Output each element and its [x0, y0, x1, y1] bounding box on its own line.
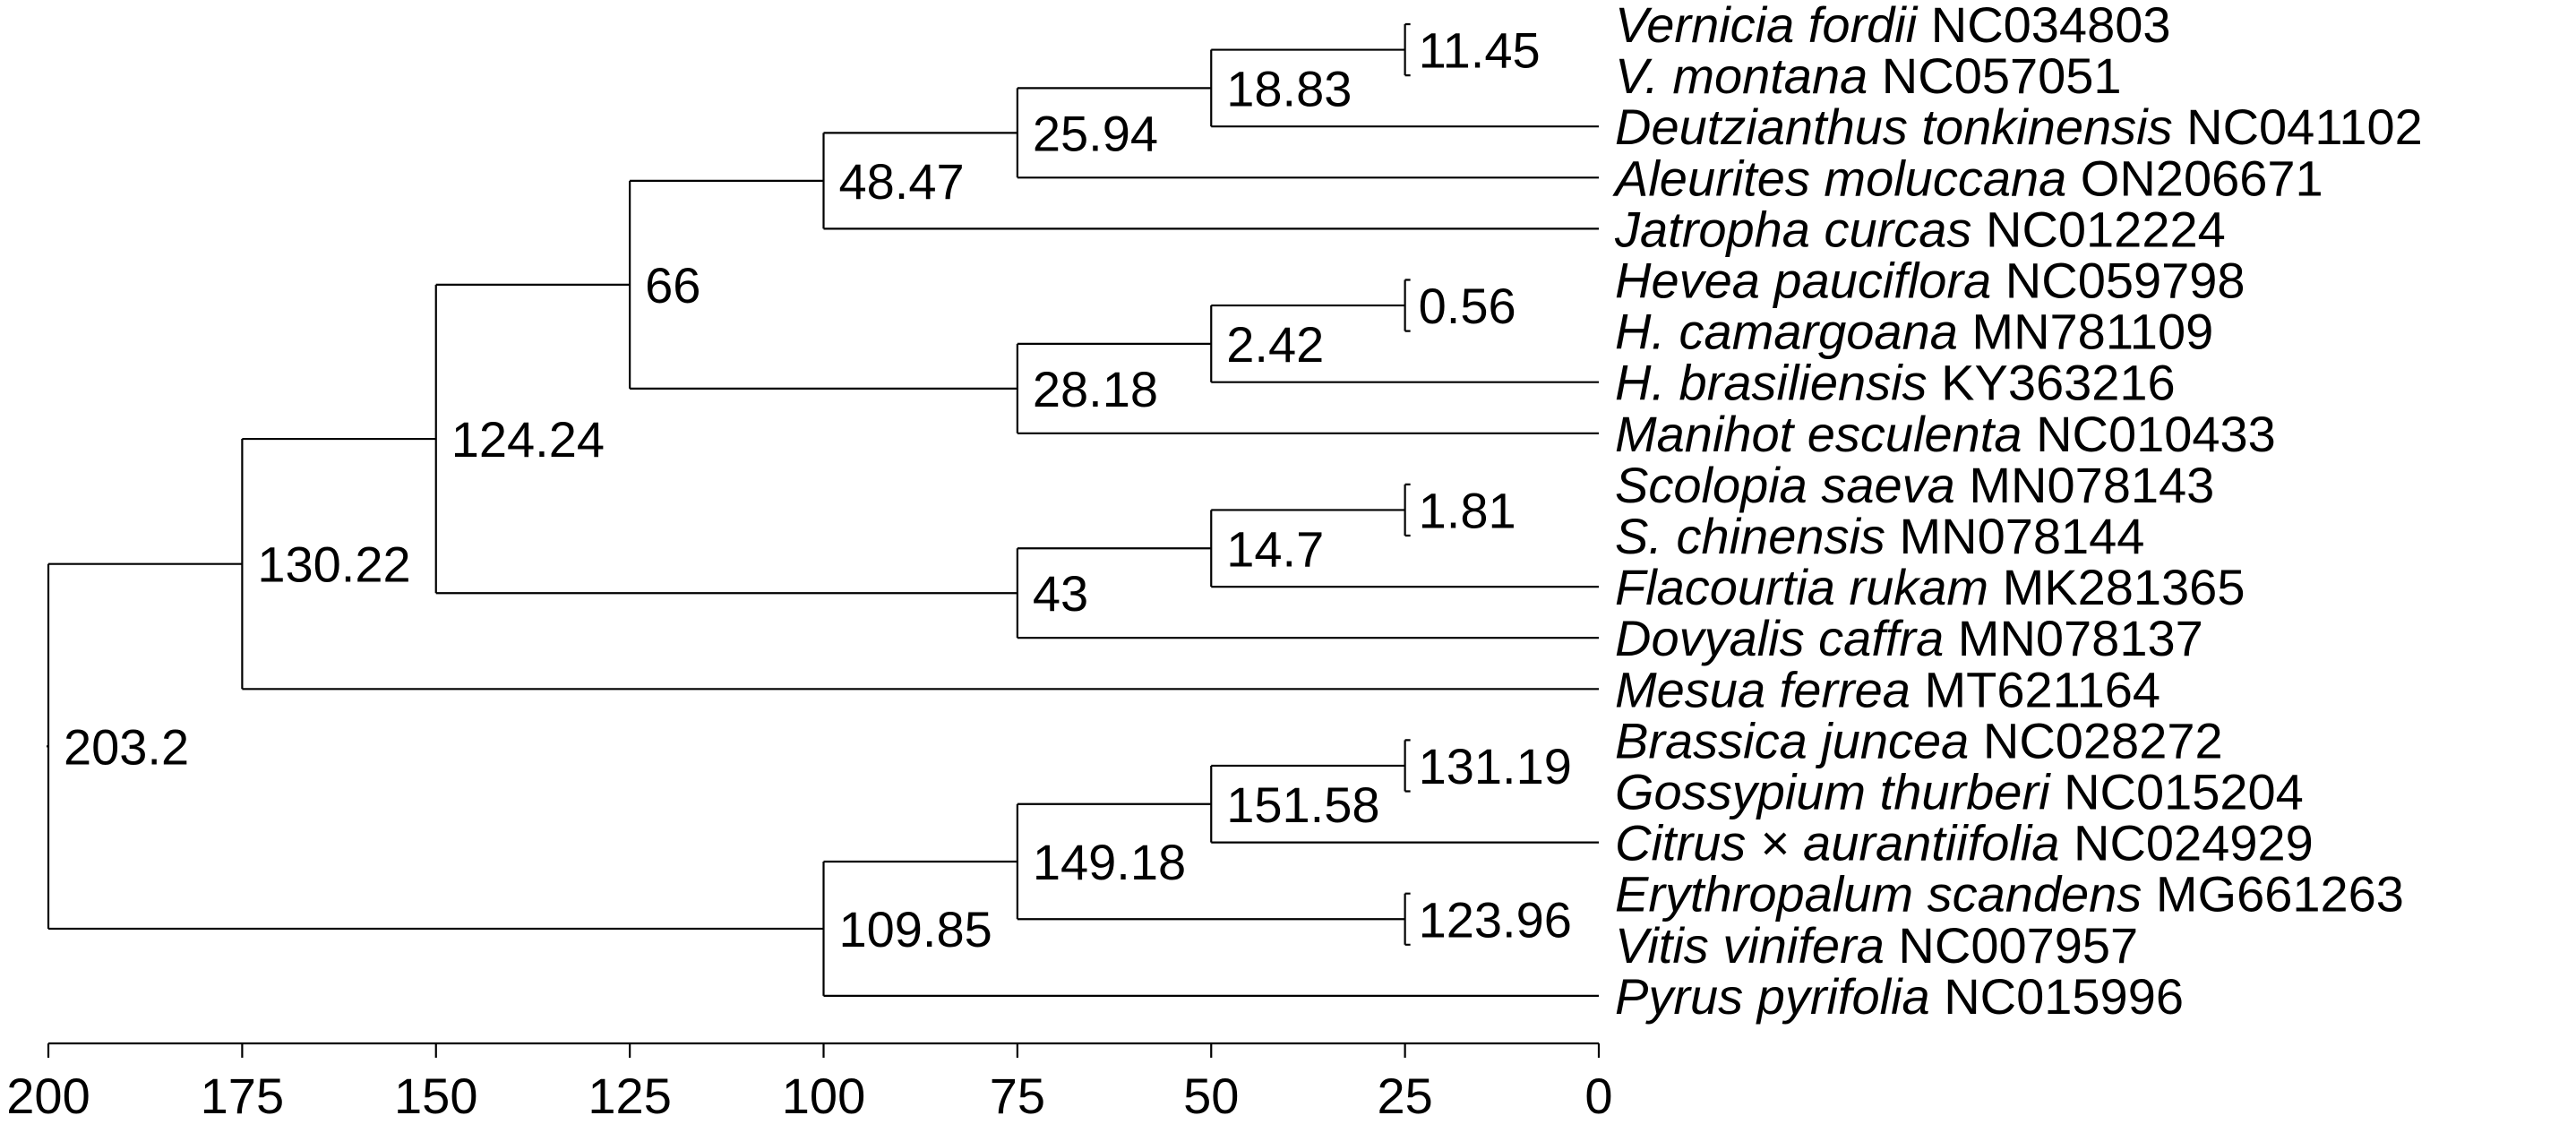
taxon-accession: NC041102: [2173, 99, 2423, 155]
taxon-label: Hevea pauciflora NC059798: [1615, 253, 2245, 309]
taxon-label: Erythropalum scandens MG661263: [1615, 866, 2404, 922]
taxon-label: Citrus × aurantiifolia NC024929: [1615, 815, 2314, 871]
axis-tick-label: 175: [201, 1068, 284, 1124]
taxon-accession: NC057051: [1868, 47, 2121, 104]
taxon-accession: MN078137: [1944, 610, 2203, 666]
taxon-accession: NC015996: [1930, 968, 2184, 1025]
axis-tick-label: 25: [1377, 1068, 1432, 1124]
node-age-label: 18.83: [1226, 60, 1352, 116]
taxon-species-name: Flacourtia rukam: [1615, 559, 1988, 615]
taxon-accession: ON206671: [2066, 150, 2323, 206]
taxon-accession: MN781109: [1958, 304, 2213, 360]
taxon-species-name: H. camargoana: [1615, 304, 1958, 360]
axis-tick-label: 125: [588, 1068, 671, 1124]
taxon-species-name: Vernicia fordii: [1615, 0, 1919, 53]
taxon-species-name: H. brasiliensis: [1615, 355, 1928, 411]
axis-tick-label: 50: [1183, 1068, 1239, 1124]
axis-tick-label: 150: [394, 1068, 477, 1124]
node-age-label: 43: [1033, 565, 1088, 622]
node-age-label: 48.47: [839, 153, 965, 210]
taxon-accession: NC024929: [2059, 815, 2313, 871]
node-label-backdrop: [1410, 276, 1599, 337]
taxon-label: Aleurites moluccana ON206671: [1612, 150, 2323, 206]
taxon-accession: NC059798: [1991, 253, 2245, 309]
axis-tick-label: 100: [782, 1068, 865, 1124]
node-age-label: 131.19: [1419, 738, 1572, 794]
node-age-label: 2.42: [1226, 316, 1324, 373]
taxon-accession: MG661263: [2142, 866, 2404, 922]
taxon-species-name: Deutzianthus tonkinensis: [1615, 99, 2173, 155]
taxon-label: Vitis vinifera NC007957: [1615, 917, 2138, 974]
node-age-label: 25.94: [1033, 105, 1158, 161]
taxon-accession: KY363216: [1928, 355, 2176, 411]
taxon-label: H. brasiliensis KY363216: [1615, 355, 2176, 411]
taxon-label: H. camargoana MN781109: [1615, 304, 2213, 360]
node-age-label: 124.24: [451, 411, 605, 468]
taxon-accession: NC010433: [2022, 406, 2276, 462]
node-label-backdrop: [1410, 889, 1599, 950]
taxon-accession: NC034803: [1917, 0, 2170, 53]
taxon-label: V. montana NC057051: [1615, 47, 2122, 104]
taxon-species-name: Brassica juncea: [1615, 712, 1969, 768]
time-axis: 200 175 150 125 100 75 50 25 0: [6, 1042, 1613, 1124]
axis-tick-label: 0: [1584, 1068, 1612, 1124]
node-age-label: 109.85: [839, 901, 992, 957]
taxon-label: Mesua ferrea MT621164: [1615, 661, 2160, 717]
taxon-label: S. chinensis MN078144: [1615, 508, 2144, 564]
node-label-backdrop: [1410, 735, 1599, 796]
node-age-label: 11.45: [1419, 22, 1541, 79]
taxon-accession: NC012224: [1971, 201, 2225, 257]
taxon-species-name: S. chinensis: [1615, 508, 1885, 564]
node-age-label: 28.18: [1033, 361, 1158, 417]
taxon-accession: NC028272: [1969, 712, 2222, 768]
node-age-label: 130.22: [257, 536, 410, 593]
node-label-backdrop: [1410, 480, 1599, 541]
taxon-accession: NC007957: [1885, 917, 2138, 974]
taxon-label: Manihot esculenta NC010433: [1615, 406, 2276, 462]
taxon-species-name: Citrus × aurantiifolia: [1615, 815, 2059, 871]
taxon-species-name: V. montana: [1615, 47, 1868, 104]
taxon-species-name: Vitis vinifera: [1615, 917, 1885, 974]
node-age-label: 151.58: [1226, 777, 1379, 833]
taxon-species-name: Gossypium thurberi: [1615, 764, 2051, 820]
taxon-species-name: Manihot esculenta: [1615, 406, 2022, 462]
axis-tick-label: 75: [990, 1068, 1045, 1124]
taxon-species-name: Erythropalum scandens: [1615, 866, 2142, 922]
taxon-label: Scolopia saeva MN078143: [1615, 457, 2214, 513]
taxon-label: Vernicia fordii NC034803: [1615, 0, 2171, 53]
taxon-species-name: Mesua ferrea: [1615, 661, 1911, 717]
node-label-backdrop: [1410, 20, 1599, 81]
taxon-species-name: Jatropha curcas: [1614, 201, 1971, 257]
axis-tick-label: 200: [6, 1068, 90, 1124]
node-age-label: 1.81: [1419, 482, 1516, 538]
taxon-species-name: Pyrus pyrifolia: [1615, 968, 1930, 1025]
node-age-label: 0.56: [1419, 278, 1516, 334]
node-age-label: 14.7: [1226, 520, 1324, 577]
node-age-label: 203.2: [64, 718, 189, 775]
taxon-accession: MK281365: [1988, 559, 2245, 615]
taxon-label: Brassica juncea NC028272: [1615, 712, 2223, 768]
taxon-label: Flacourtia rukam MK281365: [1615, 559, 2245, 615]
taxon-accession: NC015204: [2050, 764, 2304, 820]
taxon-label: Jatropha curcas NC012224: [1614, 201, 2226, 257]
node-age-label: 149.18: [1033, 834, 1186, 890]
tree-branches: [47, 22, 1599, 998]
taxon-accession: MN078144: [1885, 508, 2145, 564]
taxon-label: Gossypium thurberi NC015204: [1615, 764, 2304, 820]
taxon-species-name: Hevea pauciflora: [1615, 253, 1991, 309]
taxon-label: Pyrus pyrifolia NC015996: [1615, 968, 2184, 1025]
taxon-accession: MN078143: [1955, 457, 2215, 513]
taxon-label: Dovyalis caffra MN078137: [1615, 610, 2203, 666]
taxon-species-name: Aleurites moluccana: [1612, 150, 2066, 206]
node-age-label: 123.96: [1419, 891, 1572, 948]
taxon-accession: MT621164: [1911, 661, 2160, 717]
node-age-labels: 11.45 18.83 25.94 48.47 0.56 2.42 28.18 66 1.81 1…: [64, 20, 1599, 957]
taxon-label: Deutzianthus tonkinensis NC041102: [1615, 99, 2423, 155]
taxon-species-name: Scolopia saeva: [1615, 457, 1955, 513]
node-age-label: 66: [645, 257, 700, 313]
taxon-species-name: Dovyalis caffra: [1615, 610, 1944, 666]
axis-ticks: 200 175 150 125 100 75 50 25 0: [6, 1043, 1613, 1124]
